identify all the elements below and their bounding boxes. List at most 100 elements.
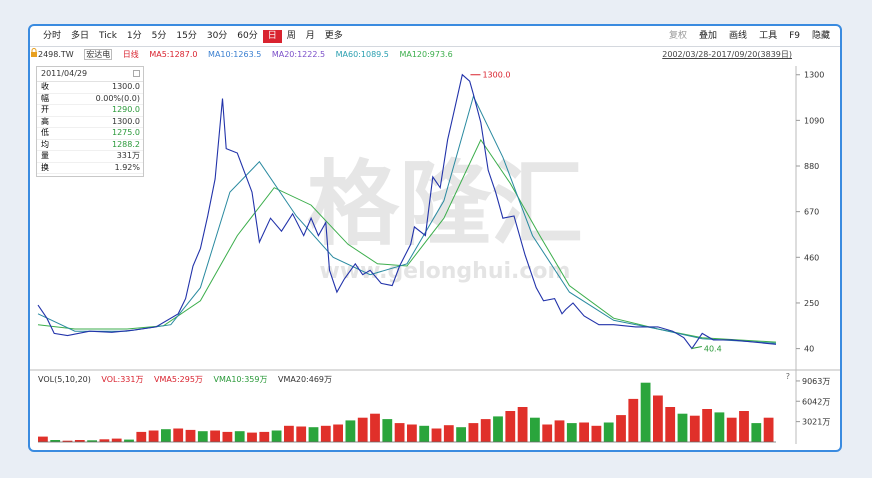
tab-daily[interactable]: 日: [262, 30, 282, 43]
info-box: 2011/04/29 收 1300.0 幅 0.00%(0.0) 开 1290.0 高…: [36, 66, 144, 177]
volume-bar: [505, 411, 516, 442]
price-tick-label: 40: [804, 345, 814, 354]
period-label: 日线: [122, 50, 139, 59]
volume-bar: [653, 395, 663, 442]
tab-60min[interactable]: 60分: [237, 31, 258, 41]
volume-bar: [308, 427, 319, 442]
volume-bar: [382, 419, 393, 442]
tab-weekly[interactable]: 周: [286, 31, 296, 41]
volume-bar: [677, 413, 688, 442]
ma-legend: 2498.TW 宏达电 日线 MA5:1287.0 MA10:1263.5 MA…: [38, 49, 461, 60]
date-range[interactable]: 2002/03/28-2017/09/20(3839日): [662, 50, 792, 59]
volume-bar: [38, 436, 48, 442]
volume-bar: [247, 432, 257, 442]
price-tick-label: 670: [804, 208, 819, 217]
volume-bar: [763, 417, 774, 442]
tab-monthly[interactable]: 月: [305, 31, 315, 41]
info-label: 高: [41, 116, 49, 126]
info-label: 均: [41, 139, 49, 149]
volume-bar: [554, 420, 565, 442]
volume-bar: [566, 423, 577, 442]
price-volume-chart[interactable]: 格隆汇 www.gelonghui.com 40 250 460 670 880 1090…: [30, 26, 840, 450]
tab-1min[interactable]: 1分: [126, 31, 142, 41]
volume-bar: [222, 431, 233, 442]
volume-bar: [333, 424, 343, 442]
vol-label: VOL:331万: [101, 375, 144, 384]
annotation-label: 1300.0: [482, 71, 510, 80]
f9-button[interactable]: F9: [789, 31, 800, 41]
info-value: 1288.2: [112, 139, 140, 149]
volume-bar: [530, 417, 540, 442]
volume-bar: [739, 411, 749, 442]
info-value: 1300.0: [112, 82, 140, 91]
volume-bar: [468, 423, 479, 442]
info-label: 收: [41, 82, 49, 91]
volume-tick-label: 9063万: [802, 377, 830, 386]
volume-bar: [62, 440, 73, 442]
tab-intraday[interactable]: 分时: [43, 31, 62, 41]
close-icon[interactable]: [133, 70, 140, 77]
draw-button[interactable]: 画线: [729, 31, 748, 41]
help-icon[interactable]: ?: [785, 372, 790, 381]
volume-bar: [517, 407, 528, 442]
tab-5min[interactable]: 5分: [151, 31, 167, 41]
info-value: 331万: [116, 151, 140, 160]
info-row-volume: 量 331万: [37, 151, 143, 163]
tab-multi-day[interactable]: 多日: [71, 31, 90, 41]
volume-bar: [493, 416, 503, 442]
volume-bar: [87, 440, 97, 442]
tab-more[interactable]: 更多: [324, 31, 343, 41]
period-toolbar: 分时 多日 Tick 1分 5分 15分 30分 60分 日 周 月 更多 复权…: [30, 26, 840, 47]
volume-bar: [431, 428, 442, 442]
ma-line-ma120: [37, 138, 777, 343]
adjust-button[interactable]: 复权: [669, 31, 688, 41]
volume-bar: [542, 424, 553, 442]
vma5-label: VMA5:295万: [154, 375, 203, 384]
watermark-brand: 格隆汇: [307, 151, 583, 258]
tab-30min[interactable]: 30分: [206, 31, 228, 41]
symbol-name: 宏达电: [84, 49, 113, 60]
volume-tick-label: 3021万: [802, 418, 830, 427]
volume-bar: [161, 429, 171, 442]
vol-title: VOL(5,10,20): [38, 375, 91, 384]
volume-bar: [173, 428, 184, 442]
volume-bar: [99, 439, 110, 442]
price-tick-label: 1090: [804, 116, 824, 125]
symbol-code: 2498.TW: [38, 50, 74, 59]
volume-bar: [124, 439, 134, 442]
volume-bar: [714, 412, 725, 442]
volume-bar: [579, 422, 589, 442]
tab-15min[interactable]: 15分: [176, 31, 197, 41]
info-value: 1290.0: [112, 105, 140, 114]
volume-bar: [234, 431, 245, 442]
vma10-label: VMA10:359万: [213, 375, 268, 384]
volume-bar: [74, 440, 85, 442]
lock-icon[interactable]: [30, 48, 38, 57]
ma20-label: MA20:1222.5: [271, 50, 326, 59]
info-row-high: 高 1300.0: [37, 116, 143, 128]
volume-bar: [419, 425, 430, 442]
ma10-label: MA10:1263.5: [208, 50, 262, 59]
info-value: 1300.0: [112, 116, 140, 126]
volume-bar: [616, 415, 626, 442]
hide-button[interactable]: 隐藏: [811, 31, 830, 41]
volume-bar: [148, 430, 159, 442]
tools-button[interactable]: 工具: [759, 31, 778, 41]
watermark-site: www.gelonghui.com: [320, 259, 571, 284]
period-tabs: 分时 多日 Tick 1分 5分 15分 30分 60分 日 周 月 更多: [38, 30, 348, 43]
volume-bar: [197, 431, 208, 442]
volume-bar: [407, 424, 417, 442]
volume-bar: [480, 419, 491, 442]
info-row-turnover: 换 1.92%: [37, 163, 143, 174]
volume-bar: [284, 425, 294, 442]
volume-bar: [259, 431, 270, 442]
volume-tick-label: 6042万: [802, 397, 830, 406]
volume-bar: [357, 417, 368, 442]
volume-bar: [640, 382, 651, 442]
volume-bar: [210, 430, 220, 442]
info-date-text: 2011/04/29: [41, 69, 88, 78]
info-label: 低: [41, 128, 49, 137]
tab-tick[interactable]: Tick: [99, 31, 117, 41]
price-tick-label: 880: [804, 162, 819, 171]
overlay-button[interactable]: 叠加: [699, 31, 718, 41]
